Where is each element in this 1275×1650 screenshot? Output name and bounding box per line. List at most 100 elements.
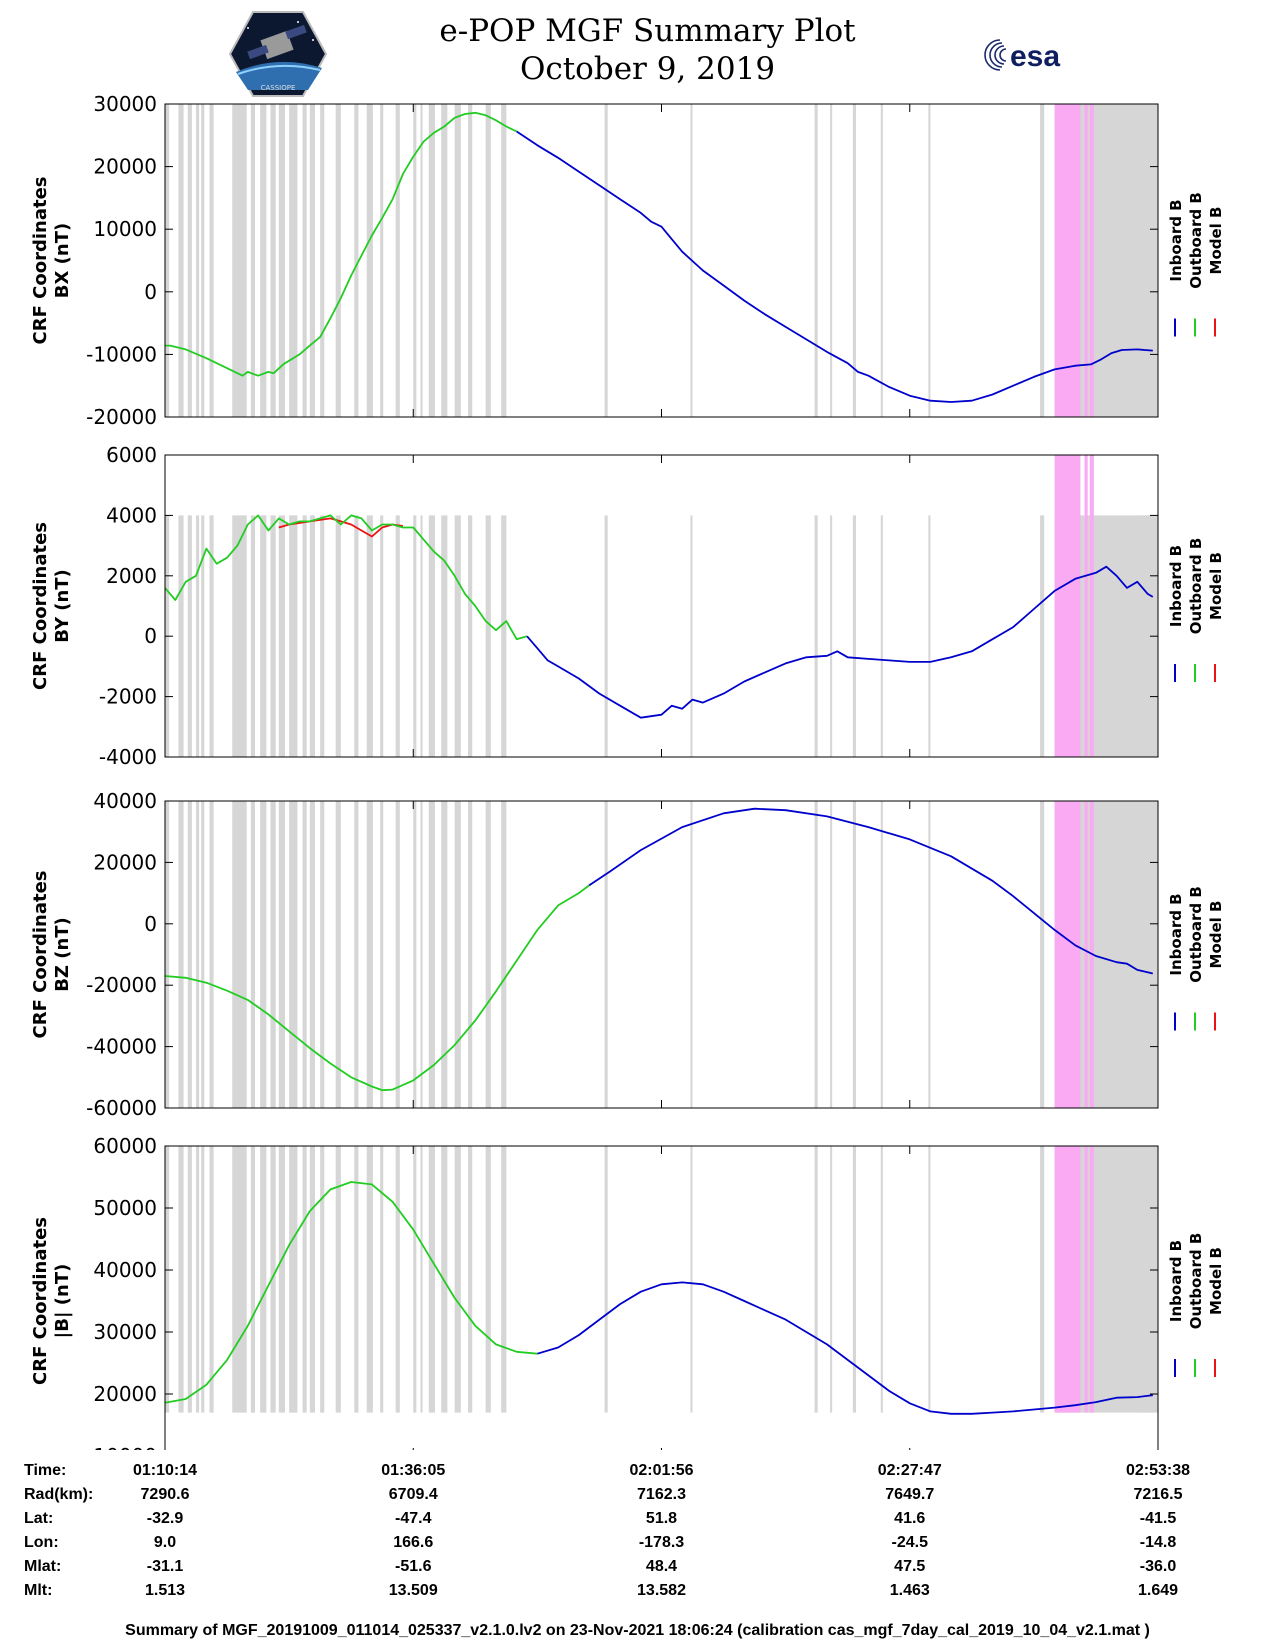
data-gap-band [454,801,461,1108]
data-gap-band [485,801,491,1108]
data-gap-band [366,1146,373,1413]
y-tick-label: 60000 [93,1134,157,1158]
info-row-value: 1.463 [889,1582,930,1599]
info-row-value: 13.582 [637,1582,686,1599]
pink-gap-band [1054,1146,1081,1413]
pink-gap-band [1089,104,1094,417]
data-gap-band [335,1146,341,1413]
data-gap-band [278,801,285,1108]
data-gap-band [441,801,448,1108]
legend-outboard-label: Outboard B [1187,192,1205,289]
data-gap-band [320,515,325,757]
data-gap-band [289,1146,298,1413]
data-gap-band [196,515,200,757]
data-gap-band [441,515,448,757]
legend-model-label: Model B [1207,1247,1225,1315]
data-gap-band [309,515,315,757]
y-tick-label: 40000 [93,789,157,813]
data-gap-band [260,515,267,757]
legend-model-label: Model B [1207,552,1225,620]
legend-model-label: Model B [1207,207,1225,275]
data-gap-band [485,1146,491,1413]
pink-gap-band [1089,1146,1094,1413]
y-axis-label-line: CRF Coordinates [30,1217,51,1385]
y-tick-label: 10000 [93,217,157,241]
data-gap-band [830,515,833,757]
y-tick-label: 40000 [93,1258,157,1282]
data-gap-band [428,515,435,757]
data-gap-band [690,1146,693,1413]
data-gap-band [830,801,833,1108]
data-gap-band [604,104,608,417]
inboard-b-line [537,1281,1153,1415]
data-gap-band [366,801,373,1108]
outboard-b-line [164,1181,538,1404]
y-tick-label: 0 [144,280,157,304]
y-tick-label: 10000 [93,1444,157,1450]
inboard-b-line [526,565,1154,719]
data-gap-band [830,104,833,417]
y-axis-label-line: CRF Coordinates [30,871,51,1039]
data-gap-band [413,104,417,417]
info-row-value: 47.5 [894,1558,926,1575]
data-gap-band [209,515,214,757]
info-row-value: 7162.3 [637,1486,686,1503]
info-row-value: 01:36:05 [381,1462,446,1479]
data-gap-band [302,104,307,417]
info-row-value: 1.513 [144,1582,186,1599]
data-gap-band [454,104,461,417]
data-gap-band [428,104,435,417]
data-gap-band [309,104,315,417]
plot-background [165,104,1158,417]
data-gap-band [501,515,507,757]
data-gap-band [354,104,359,417]
data-gap-band [852,104,856,417]
info-row-value: 7649.7 [885,1486,935,1503]
data-gap-band [250,1146,255,1413]
y-axis-label: CRF CoordinatesBZ (nT) [30,871,73,1039]
data-gap-band [178,1146,184,1413]
data-gap-band [380,1146,384,1413]
legend-inboard-label: Inboard B [1167,199,1185,281]
cassiope-logo-text: CASSIOPE [261,84,296,92]
data-gap-band [278,1146,285,1413]
y-tick-label: 20000 [93,1382,157,1406]
data-gap-band [814,801,818,1108]
data-gap-band [354,515,359,757]
legend-inboard-label: Inboard B [1167,1240,1185,1322]
y-axis-label: CRF CoordinatesBX (nT) [30,177,73,345]
data-gap-band [354,801,359,1108]
data-gap-band [880,801,883,1108]
y-tick-label: -40000 [86,1035,157,1059]
y-tick-label: -2000 [99,685,157,709]
data-gap-band [270,801,276,1108]
info-row-value: -178.3 [638,1534,685,1551]
data-gap-band [468,1146,473,1413]
info-row-value: 9.0 [153,1534,177,1551]
y-tick-label: -20000 [86,405,157,429]
data-gap-band [690,801,693,1108]
data-gap-band [187,104,192,417]
data-gap-band [420,515,423,757]
y-tick-label: 2000 [106,564,157,588]
model-b-line [278,517,404,538]
pink-gap-band [1054,104,1081,417]
panel-bx: -20000 -10000 0 10000 20000 30000 CRF Coordina… [30,92,1225,429]
data-gap-band [366,104,373,417]
data-gap-band [289,104,298,417]
data-gap-band [604,515,608,757]
y-axis-label-line: |B| (nT) [52,1264,73,1339]
legend-outboard-label: Outboard B [1187,1233,1205,1330]
info-row-value: -47.4 [395,1510,432,1527]
data-gap-band [1040,104,1045,417]
outboard-b-line [165,111,518,377]
info-row-value: 01:10:14 [132,1462,198,1479]
y-tick-label: -20000 [86,973,157,997]
info-row-value: -51.6 [395,1558,432,1575]
y-tick-label: 6000 [106,443,157,467]
outboard-b-line [164,884,590,1092]
data-gap-band [468,104,473,417]
legend-outboard-label: Outboard B [1187,886,1205,983]
data-gap-band [690,515,693,757]
